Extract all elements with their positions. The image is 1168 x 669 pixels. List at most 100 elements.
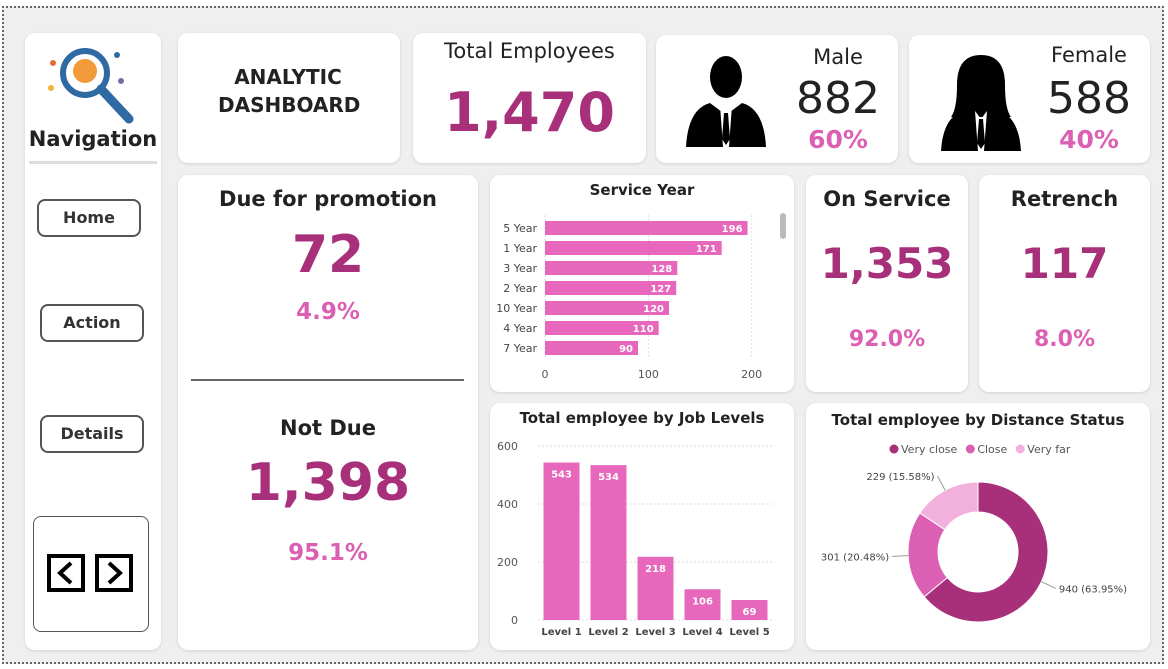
prev-button[interactable] xyxy=(47,554,85,592)
male-value: 882 xyxy=(796,73,880,124)
legend-label: Very far xyxy=(1027,443,1071,456)
legend-swatch xyxy=(965,444,975,454)
retrench-card: Retrench 117 8.0% xyxy=(979,175,1150,392)
title-card: ANALYTIC DASHBOARD xyxy=(178,33,400,163)
male-percent: 60% xyxy=(808,125,868,154)
y-tick-label: 200 xyxy=(497,556,518,569)
y-tick-label: 400 xyxy=(497,498,518,511)
bar xyxy=(545,301,669,315)
y-tick-label: 1 Year xyxy=(503,242,537,255)
not-due-percent: 95.1% xyxy=(288,540,368,566)
female-value: 588 xyxy=(1047,73,1131,124)
due-percent: 4.9% xyxy=(296,299,360,325)
data-label: 229 (15.58%) xyxy=(866,472,934,483)
female-percent: 40% xyxy=(1059,125,1119,154)
data-label: 534 xyxy=(598,472,619,483)
x-tick-label: Level 1 xyxy=(541,627,581,638)
y-tick-label: 2 Year xyxy=(503,282,537,295)
y-tick-label: 0 xyxy=(511,614,518,627)
legend-swatch xyxy=(1015,444,1025,454)
total-label: Total Employees xyxy=(444,39,615,63)
data-label: 127 xyxy=(650,284,671,295)
nav-title: Navigation xyxy=(28,127,158,151)
chart-title: Total employee by Job Levels xyxy=(520,409,765,427)
on-service-percent: 92.0% xyxy=(848,327,926,352)
promotion-card: Due for promotion 72 4.9% Not Due 1,398 … xyxy=(178,175,478,650)
y-tick-label: 7 Year xyxy=(503,342,537,355)
service-card: Service Year 0 100 200 5 Year 196 1 Year 171 3 Y… xyxy=(490,175,794,392)
data-label: 196 xyxy=(722,224,743,235)
data-label: 90 xyxy=(619,344,633,355)
distance-card: Total employee by Distance Status Very cl… xyxy=(806,403,1150,650)
action-button[interactable]: Action xyxy=(40,304,144,342)
legend-swatch xyxy=(889,444,899,454)
male-card: Male 882 60% xyxy=(656,35,898,163)
male-label: Male xyxy=(813,45,863,69)
total-card: Total Employees 1,470 xyxy=(413,33,646,163)
bar xyxy=(545,241,722,255)
bar xyxy=(731,599,768,620)
y-tick-label: 4 Year xyxy=(503,322,537,335)
y-tick-label: 10 Year xyxy=(496,302,537,315)
divider xyxy=(191,379,464,381)
x-tick-label: 200 xyxy=(741,368,762,381)
leader-line xyxy=(892,555,909,557)
retrench-label: Retrench xyxy=(1010,187,1119,211)
leader-line xyxy=(937,475,946,491)
y-tick-label: 5 Year xyxy=(503,222,537,235)
bar xyxy=(545,281,677,295)
x-tick-label: Level 4 xyxy=(682,627,722,638)
x-tick-label: 100 xyxy=(638,368,659,381)
donut-slice xyxy=(923,481,1049,623)
details-button[interactable]: Details xyxy=(40,415,144,453)
bar xyxy=(543,462,580,620)
leader-line xyxy=(1041,581,1057,589)
data-label: 128 xyxy=(651,264,672,275)
bar xyxy=(545,221,748,235)
on-service-card: On Service 1,353 92.0% xyxy=(806,175,968,392)
chart-title: Total employee by Distance Status xyxy=(832,411,1125,429)
job-level-card: Total employee by Job Levels 0 200 400 600 54… xyxy=(490,403,794,650)
female-icon xyxy=(941,55,1021,151)
data-label: 301 (20.48%) xyxy=(821,552,889,563)
bar xyxy=(545,321,659,335)
divider xyxy=(29,161,157,164)
nav-icon xyxy=(48,48,134,124)
bar xyxy=(590,465,627,620)
data-label: 218 xyxy=(645,564,666,575)
donut-slice xyxy=(919,481,979,531)
not-due-value: 1,398 xyxy=(245,453,411,513)
distance-chart: Total employee by Distance Status Very cl… xyxy=(821,411,1127,623)
due-value: 72 xyxy=(291,225,365,285)
x-tick-label: 0 xyxy=(542,368,549,381)
job-level-chart: Total employee by Job Levels 0 200 400 600 54… xyxy=(497,409,773,638)
home-button[interactable]: Home xyxy=(37,199,141,237)
bar xyxy=(684,589,721,620)
y-tick-label: 600 xyxy=(497,440,518,453)
y-tick-label: 3 Year xyxy=(503,262,537,275)
chart-title: Service Year xyxy=(590,181,695,199)
x-tick-label: Level 3 xyxy=(635,627,675,638)
data-label: 543 xyxy=(551,470,572,481)
retrench-percent: 8.0% xyxy=(1033,327,1095,352)
legend-label: Very close xyxy=(901,443,958,456)
data-label: 940 (63.95%) xyxy=(1059,584,1127,595)
not-due-label: Not Due xyxy=(280,416,376,440)
bar xyxy=(545,261,678,275)
scrollbar xyxy=(780,213,786,239)
data-label: 110 xyxy=(633,324,654,335)
nav-panel: Navigation Home Action Details xyxy=(25,33,161,650)
female-card: Female 588 40% xyxy=(909,35,1150,163)
service-chart: Service Year 0 100 200 5 Year 196 1 Year 171 3 Y… xyxy=(496,181,786,381)
retrench-value: 117 xyxy=(1020,239,1109,288)
on-service-label: On Service xyxy=(823,187,951,211)
next-button[interactable] xyxy=(95,554,133,592)
male-icon xyxy=(686,56,766,147)
total-value: 1,470 xyxy=(444,81,615,144)
data-label: 106 xyxy=(692,596,713,607)
pager-arrows xyxy=(47,554,133,592)
pager xyxy=(33,516,149,632)
legend-label: Close xyxy=(977,443,1007,456)
due-label: Due for promotion xyxy=(219,187,437,211)
bar xyxy=(545,341,638,355)
